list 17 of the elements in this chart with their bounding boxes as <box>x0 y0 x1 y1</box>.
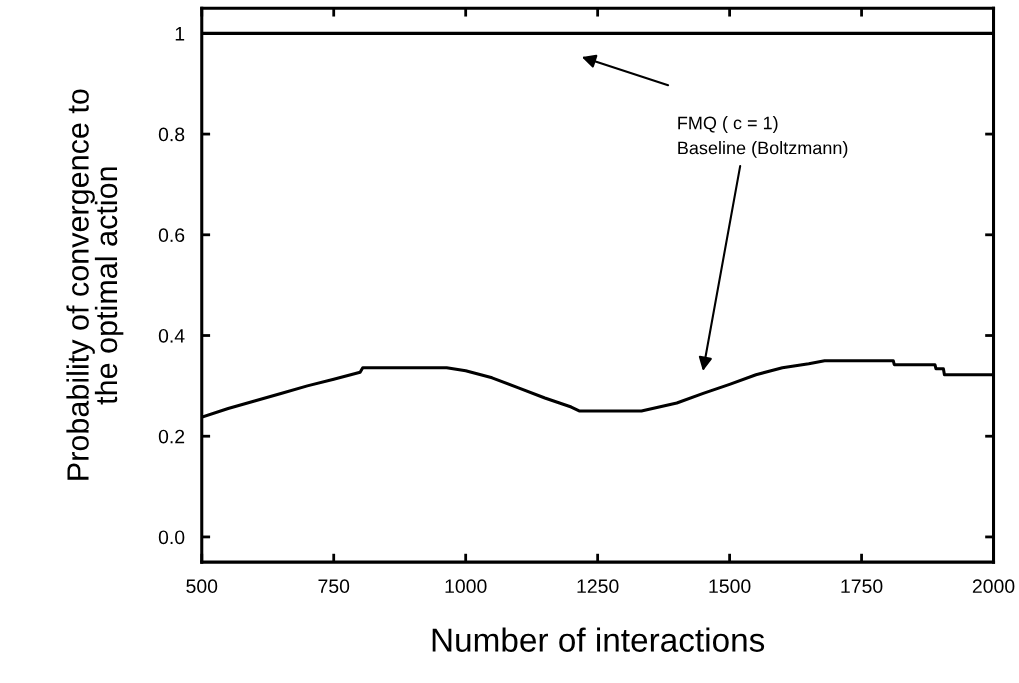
y-tick-label: 0.8 <box>158 127 185 142</box>
x-tick-label: 2000 <box>972 579 1015 594</box>
annotation: FMQ ( c = 1) <box>678 116 778 133</box>
y-tick-label: 1 <box>175 27 185 41</box>
x-tick-label: 1000 <box>445 579 487 594</box>
x-axis-title: Number of interactions <box>432 627 765 652</box>
y-tick-label: 0.0 <box>158 530 185 545</box>
y-tick-label: 0.6 <box>158 228 185 243</box>
y-axis-title: Probability of convergence to the optimal action <box>66 89 124 480</box>
x-tick-label: 1500 <box>709 579 751 594</box>
y-tick-label: 0.2 <box>158 429 185 444</box>
x-tick-label: 1250 <box>577 579 619 594</box>
x-tick-label: 750 <box>318 579 350 594</box>
y-tick-label: 0.4 <box>158 328 185 343</box>
annotation: Baseline (Boltzmann) <box>678 141 848 158</box>
x-tick-label: 500 <box>186 579 218 594</box>
x-tick-label: 1750 <box>841 579 883 594</box>
